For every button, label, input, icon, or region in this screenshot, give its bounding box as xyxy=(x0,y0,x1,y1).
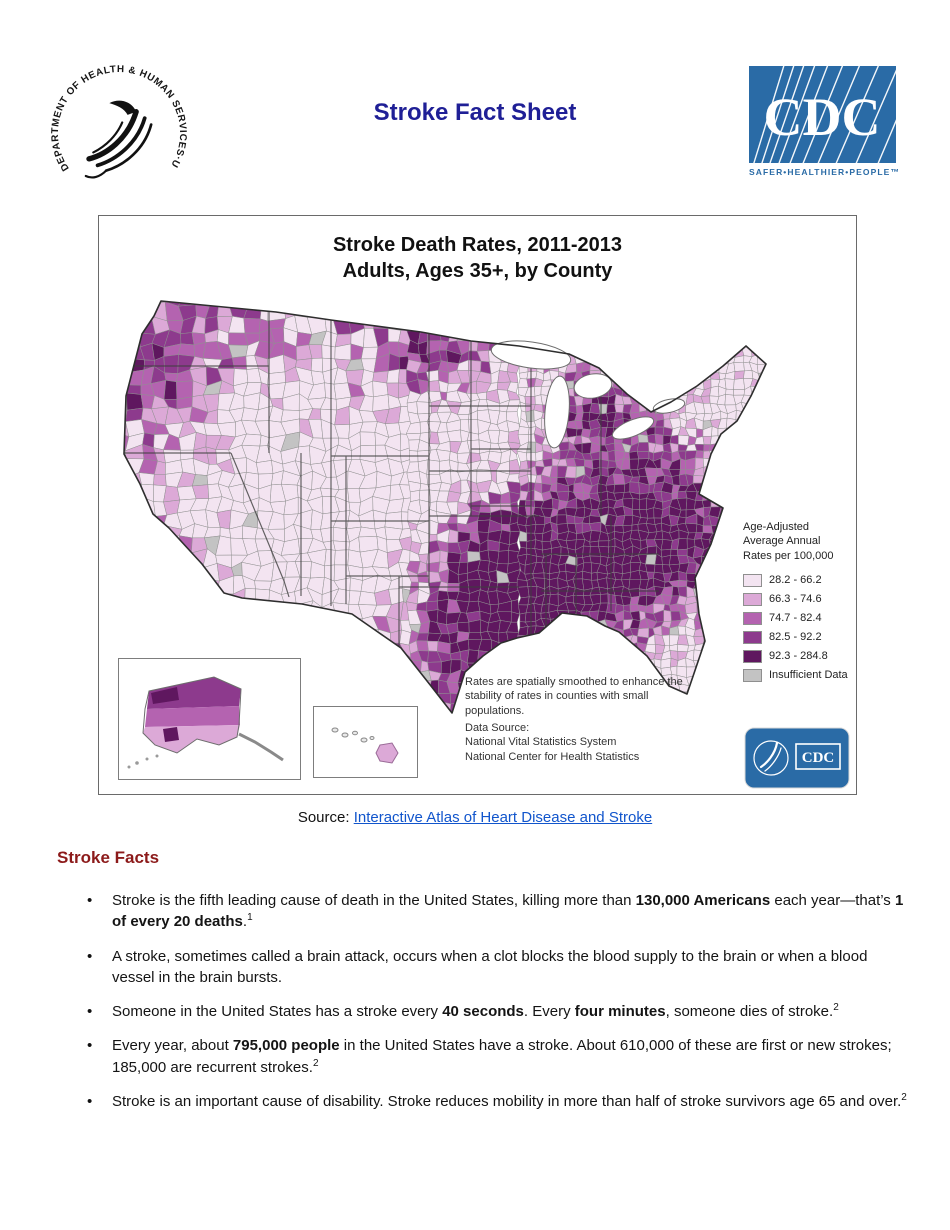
map-title-line1: Stroke Death Rates, 2011-2013 xyxy=(332,234,623,256)
legend-label: 82.5 - 92.2 xyxy=(769,631,822,644)
cdc-logo-block: CDC SAFER•HEALTHIER•PEOPLE™ xyxy=(749,66,901,177)
hawaii-inset-map xyxy=(313,706,418,778)
legend-label: 74.7 - 82.4 xyxy=(769,612,822,625)
legend-item: 74.7 - 82.4 xyxy=(743,609,855,628)
legend-swatch xyxy=(743,649,762,663)
legend-swatch xyxy=(743,611,762,625)
source-line: Source: Interactive Atlas of Heart Disea… xyxy=(0,809,950,826)
hhs-eagle-icon xyxy=(84,100,153,179)
cdc-logo-icon: CDC xyxy=(749,66,896,163)
map-notes: Rates are spatially smoothed to enhance … xyxy=(465,676,683,717)
legend-label: 66.3 - 74.6 xyxy=(769,593,822,606)
map-figure: Stroke Death Rates, 2011-2013 Adults, Ag… xyxy=(98,215,857,795)
fact-item: Stroke is an important cause of disabili… xyxy=(78,1091,912,1113)
badge-cdc-text: CDC xyxy=(802,750,835,766)
legend-swatch xyxy=(743,668,762,682)
cdc-hhs-badge-icon: CDC xyxy=(744,727,850,789)
cdc-logo-text: CDC xyxy=(764,87,881,147)
stroke-facts-heading: Stroke Facts xyxy=(57,848,160,867)
hhs-department-seal: DEPARTMENT OF HEALTH & HUMAN SERVICES·US… xyxy=(44,56,188,179)
legend-item: 66.3 - 74.6 xyxy=(743,590,855,609)
cdc-tagline: SAFER•HEALTHIER•PEOPLE™ xyxy=(749,167,901,177)
legend-item: 28.2 - 66.2 xyxy=(743,571,855,590)
map-legend: Age-Adjusted Average Annual Rates per 10… xyxy=(743,520,855,685)
legend-swatch xyxy=(743,592,762,606)
legend-item: Insufficient Data xyxy=(743,666,855,685)
alaska-inset-map xyxy=(118,658,301,780)
map-title: Stroke Death Rates, 2011-2013 Adults, Ag… xyxy=(99,232,856,284)
legend-title: Age-Adjusted Average Annual Rates per 10… xyxy=(743,521,834,562)
page-title: Stroke Fact Sheet xyxy=(373,99,577,126)
legend-label: 92.3 - 284.8 xyxy=(769,650,828,663)
source-prefix: Source: xyxy=(297,809,354,826)
legend-item: 92.3 - 284.8 xyxy=(743,647,855,666)
fact-item: A stroke, sometimes called a brain attac… xyxy=(78,946,912,989)
legend-swatch xyxy=(743,630,762,644)
fact-item: Stroke is the fifth leading cause of dea… xyxy=(78,890,912,933)
map-data-source: Data Source: National Vital Statistics S… xyxy=(465,722,640,763)
map-title-line2: Adults, Ages 35+, by County xyxy=(342,260,613,282)
legend-label: Insufficient Data xyxy=(769,669,848,682)
stroke-facts-list: Stroke is the fifth leading cause of dea… xyxy=(78,890,912,1125)
legend-swatch xyxy=(743,573,762,587)
fact-item: Someone in the United States has a strok… xyxy=(78,1001,912,1023)
fact-item: Every year, about 795,000 people in the … xyxy=(78,1035,912,1078)
legend-item: 82.5 - 92.2 xyxy=(743,628,855,647)
legend-label: 28.2 - 66.2 xyxy=(769,574,822,587)
atlas-link[interactable]: Interactive Atlas of Heart Disease and S… xyxy=(353,809,653,826)
legend-entries: 28.2 - 66.2 66.3 - 74.6 74.7 - 82.4 82.5 - … xyxy=(743,571,855,685)
cdc-logo-rays xyxy=(753,66,896,163)
